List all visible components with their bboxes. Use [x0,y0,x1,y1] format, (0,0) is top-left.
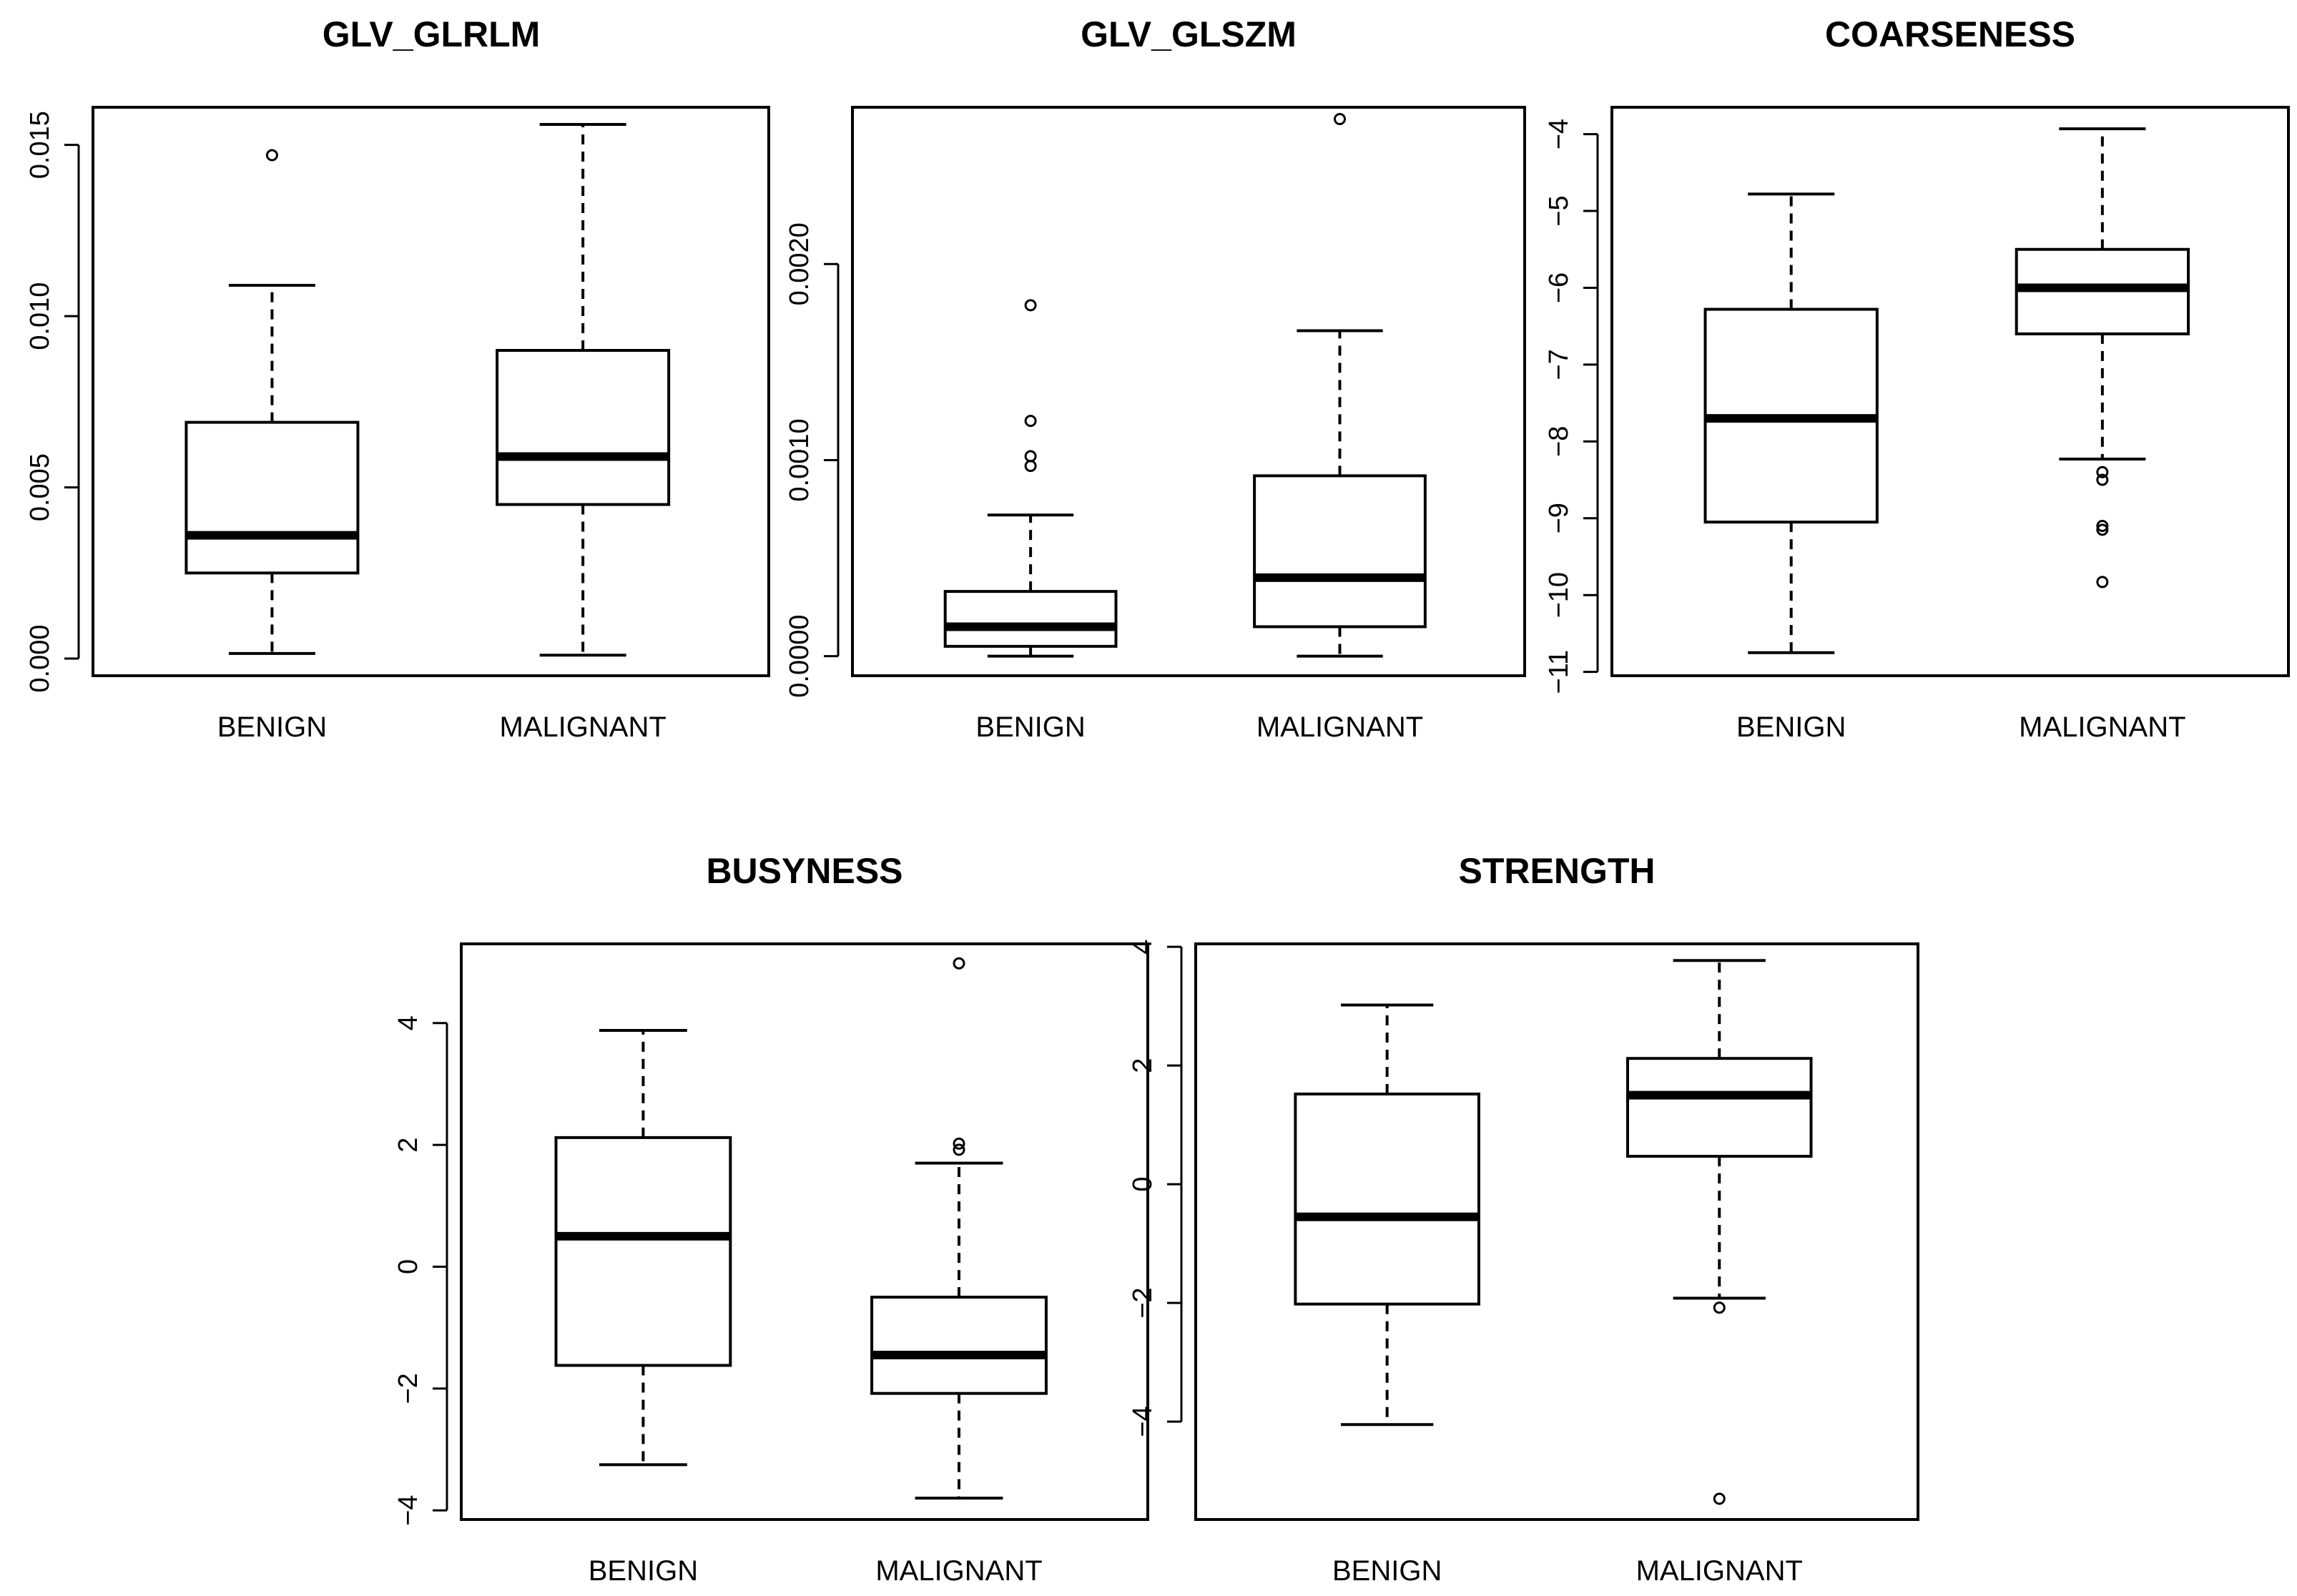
chart-title: COARSENESS [1825,14,2075,54]
y-tick-label: −9 [1544,503,1574,533]
x-category-label: MALIGNANT [1256,711,1423,743]
y-tick-label: −7 [1544,349,1574,380]
box-malignant [1253,474,1427,629]
y-tick-label: 0.0010 [784,418,815,501]
x-category-label: MALIGNANT [1636,1555,1803,1587]
outlier-point [1024,299,1037,312]
y-tick-label: 0.0000 [784,614,815,697]
outlier-point [1713,1301,1726,1314]
x-category-label: MALIGNANT [2019,711,2185,743]
x-category-label: BENIGN [1332,1555,1442,1587]
y-tick-label: 0 [393,1259,423,1274]
y-tick-label: 0.005 [25,453,55,521]
box-malignant [870,1296,1048,1395]
plot-frame [1194,942,1919,1521]
outlier-point [2096,523,2109,536]
y-tick-label: 2 [1128,1058,1158,1073]
y-tick-label: −5 [1544,195,1574,226]
panel-glv-glszm: GLV_GLSZM 0.0000 0.0010 0.0020 BENIGN MALIGNA… [784,14,1526,743]
y-tick-label: −6 [1544,272,1574,303]
outlier-point [2096,576,2109,588]
box-malignant [496,349,671,506]
plot-frame [851,106,1526,677]
x-category-label: MALIGNANT [499,711,666,743]
y-tick-label: −2 [393,1373,423,1404]
y-tick-label: 0 [1128,1177,1158,1192]
outlier-point [2096,520,2109,533]
y-tick-label: −8 [1544,426,1574,457]
outlier-point [953,1143,965,1156]
box-benign [943,590,1118,648]
chart-title: GLV_GLSZM [1081,14,1297,54]
x-category-label: BENIGN [1736,711,1846,743]
plot-frame [92,106,770,677]
y-tick-label: −4 [393,1495,423,1526]
y-tick-label: 2 [393,1138,423,1153]
outlier-point [953,957,965,970]
y-tick-label: −2 [1128,1287,1158,1318]
panel-glv-glrlm: GLV_GLRLM 0.000 0.005 0.010 0.015 BENIGN MALIG… [25,14,770,743]
x-category-label: BENIGN [217,711,327,743]
y-tick-label: 0.0020 [784,222,815,305]
box-benign [554,1136,732,1367]
outlier-point [2096,466,2109,478]
panel-strength: STRENGTH −4 −2 0 2 4 BENIGN MALIGNANT [1128,851,1919,1587]
y-tick-label: 0.000 [25,625,55,693]
box-malignant [1625,1057,1813,1158]
y-tick-label: 4 [1128,940,1158,955]
x-category-label: BENIGN [975,711,1085,743]
outlier-point [1024,450,1037,463]
y-tick-label: −4 [1544,119,1574,149]
plot-frame [1610,106,2290,677]
outlier-point [265,149,278,162]
x-category-label: MALIGNANT [875,1555,1042,1587]
chart-title: GLV_GLRLM [323,14,541,54]
box-benign [185,420,360,575]
outlier-point [1024,415,1037,428]
x-category-label: BENIGN [589,1555,698,1587]
outlier-point [953,1137,965,1150]
y-tick-label: 0.010 [25,282,55,350]
panel-coarseness: COARSENESS −11 −10 −9 −8 −7 −6 −5 −4 BENIGN MALIGN… [1544,14,2290,743]
chart-title: BUSYNESS [706,851,902,891]
panel-busyness: BUSYNESS −4 −2 0 2 4 BENIGN MALIGNANT [393,851,1149,1587]
y-tick-label: −4 [1128,1406,1158,1437]
chart-title: STRENGTH [1459,851,1656,891]
box-benign [1294,1092,1480,1306]
y-tick-label: 4 [393,1015,423,1030]
y-tick-label: −11 [1544,650,1574,694]
outlier-point [1713,1492,1726,1505]
y-tick-label: −10 [1544,572,1574,618]
plot-frame [460,942,1149,1521]
outlier-point [1024,460,1037,473]
outlier-point [1334,112,1346,125]
outlier-point [2096,473,2109,486]
y-tick-label: 0.015 [25,111,55,179]
